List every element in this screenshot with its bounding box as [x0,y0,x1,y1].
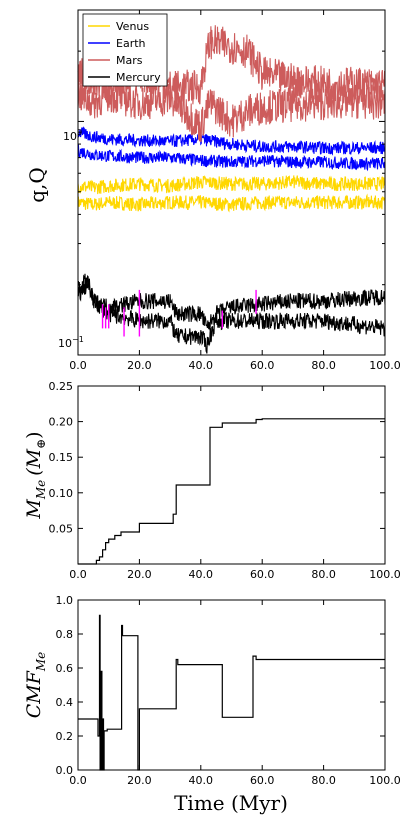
ytick-label: 0.20 [49,416,74,429]
xtick-label: 40.0 [189,359,214,372]
mass-series-line [78,418,385,565]
cmf-series-line [78,614,385,771]
xlabel-time: Time (Myr) [174,791,288,815]
plot-frame-orbits [77,9,386,356]
ytick-label: 0.4 [56,696,74,709]
series-mercury-perihelion-line [77,278,386,354]
ytick-label: 0.6 [56,662,74,675]
mass-series-group [78,418,385,565]
panel-orbits: 0.0 20.0 40.0 60.0 80.0 100.0 10−1 100 q,Q Ve… [25,9,401,372]
ticks-mass: 0.0 20.0 40.0 60.0 80.0 100.0 0.05 0.10 0.15 0.20… [49,380,401,581]
xtick-label: 80.0 [311,774,336,787]
legend: Venus Earth Mars Mercury [82,13,168,87]
ytick-label-10-1: 10−1 [58,335,84,350]
orbit-series-group [77,25,386,354]
xtick-label: 60.0 [250,359,275,372]
xtick-label: 60.0 [250,774,275,787]
series-earth-perihelion-line [77,144,386,172]
xtick-label: 60.0 [250,568,275,581]
plot-frame-mass [77,385,386,565]
ylabel-cmf: CMFMe [23,652,48,719]
cmf-series-group [78,614,385,771]
legend-label-mercury: Mercury [116,71,161,84]
xtick-label: 20.0 [127,568,152,581]
xtick-label: 100.0 [369,359,401,372]
ytick-label-10-0: 100 [63,128,82,143]
series-mercury-aphelion-line [77,273,386,331]
series-earth-aphelion-line [77,126,386,156]
ytick-label: 0.10 [49,487,74,500]
highlight-group [101,289,257,337]
legend-label-venus: Venus [116,20,149,33]
plot-frame-cmf [77,599,386,771]
xtick-label: 100.0 [369,774,401,787]
xtick-label: 40.0 [189,568,214,581]
xtick-label: 20.0 [127,774,152,787]
ylabel-orbits: q,Q [25,167,49,203]
ytick-label: 0.8 [56,628,74,641]
legend-label-earth: Earth [116,37,146,50]
xtick-label: 0.0 [69,568,87,581]
xtick-label: 80.0 [311,359,336,372]
xtick-label: 100.0 [369,568,401,581]
xtick-label: 40.0 [189,774,214,787]
ticks-orbits: 0.0 20.0 40.0 60.0 80.0 100.0 [69,9,401,372]
series-mars-aphelion-line [77,25,386,105]
series-venus-aphelion-line [77,175,386,195]
xtick-label: 0.0 [69,774,87,787]
ticks-cmf: 0.0 20.0 40.0 60.0 80.0 100.0 0.0 0.2 0.4 0.6 0.8 1… [56,594,401,787]
xtick-label: 0.0 [69,359,87,372]
ytick-label: 0.15 [49,451,74,464]
panel-cmf: 0.0 20.0 40.0 60.0 80.0 100.0 0.0 0.2 0.4 0.6 0.8 1… [23,594,401,815]
ytick-label: 1.0 [56,594,74,607]
ytick-label: 0.25 [49,380,74,393]
panel-mass: 0.0 20.0 40.0 60.0 80.0 100.0 0.05 0.10 0.15 0.20… [23,380,401,581]
ytick-label: 0.05 [49,522,74,535]
ylabel-mass: MMe(M⊕) [23,431,48,519]
ytick-label: 0.0 [56,764,74,777]
xtick-label: 20.0 [127,359,152,372]
series-venus-perihelion-line [77,193,386,213]
xtick-label: 80.0 [311,568,336,581]
ytick-label: 0.2 [56,730,74,743]
legend-label-mars: Mars [116,54,143,67]
